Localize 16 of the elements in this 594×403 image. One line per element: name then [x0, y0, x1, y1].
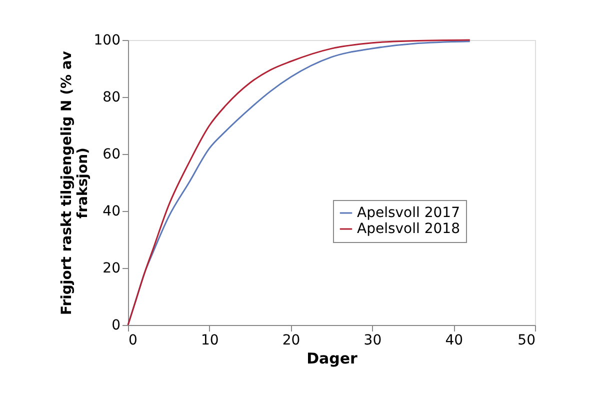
y-axis-title: Frigjort raskt tilgjengelig N (% av fraksjon) [58, 51, 91, 315]
x-tick-label: 40 [445, 332, 464, 348]
x-tick-label: 0 [128, 332, 138, 348]
y-tick-label: 80 [102, 90, 120, 106]
legend-label: Apelsvoll 2017 [357, 205, 460, 221]
y-tick-label: 40 [102, 204, 120, 220]
y-tick-label: 0 [112, 318, 120, 334]
y-tick-label: 20 [102, 260, 120, 276]
legend-label: Apelsvoll 2018 [357, 221, 460, 237]
y-tick-label: 60 [102, 146, 120, 162]
x-tick-label: 50 [518, 332, 536, 348]
x-tick-label: 10 [200, 332, 219, 348]
y-tick-label: 100 [94, 32, 120, 48]
x-axis-title: Dager [306, 350, 358, 368]
x-tick-label: 20 [282, 332, 300, 348]
x-tick-label: 30 [364, 332, 382, 348]
